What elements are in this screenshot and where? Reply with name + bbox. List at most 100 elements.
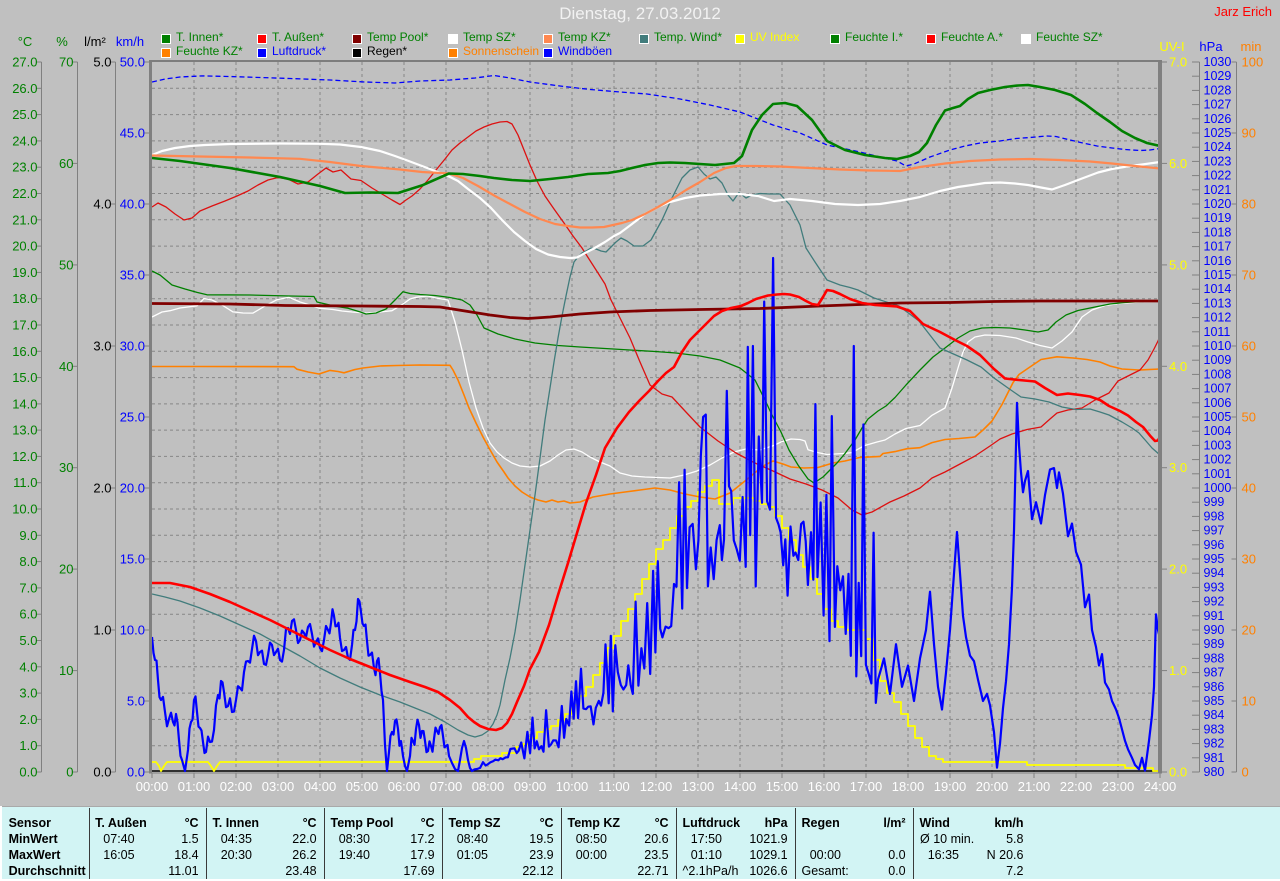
svg-text:1023: 1023 [1204, 154, 1232, 168]
svg-text:1030: 1030 [1204, 55, 1232, 69]
svg-text:1001: 1001 [1204, 467, 1232, 481]
svg-text:19:00: 19:00 [934, 779, 967, 794]
svg-text:1003: 1003 [1204, 438, 1232, 452]
svg-text:5.0: 5.0 [19, 633, 37, 648]
svg-text:15.0: 15.0 [120, 552, 145, 567]
svg-text:4.0: 4.0 [1169, 359, 1187, 374]
svg-text:980: 980 [1204, 765, 1225, 779]
svg-text:km/h: km/h [116, 34, 144, 49]
svg-text:1.0: 1.0 [19, 738, 37, 753]
svg-text:1026: 1026 [1204, 112, 1232, 126]
svg-text:35.0: 35.0 [120, 268, 145, 283]
svg-text:1004: 1004 [1204, 424, 1232, 438]
svg-text:22.0: 22.0 [12, 186, 37, 201]
svg-text:1013: 1013 [1204, 296, 1232, 310]
svg-text:12.0: 12.0 [12, 449, 37, 464]
svg-text:min: min [1241, 39, 1262, 54]
svg-text:50: 50 [59, 257, 73, 272]
svg-text:1025: 1025 [1204, 126, 1232, 140]
svg-text:1014: 1014 [1204, 282, 1232, 296]
svg-text:15.0: 15.0 [12, 370, 37, 385]
svg-text:04:00: 04:00 [304, 779, 337, 794]
svg-text:20: 20 [59, 562, 73, 577]
svg-text:03:00: 03:00 [262, 779, 295, 794]
svg-text:13.0: 13.0 [12, 423, 37, 438]
svg-text:10.0: 10.0 [12, 502, 37, 517]
svg-text:988: 988 [1204, 651, 1225, 665]
svg-text:18.0: 18.0 [12, 291, 37, 306]
svg-text:11:00: 11:00 [598, 779, 630, 794]
svg-text:981: 981 [1204, 751, 1225, 765]
svg-text:1000: 1000 [1204, 481, 1232, 495]
svg-text:1018: 1018 [1204, 225, 1232, 239]
svg-text:983: 983 [1204, 722, 1225, 736]
svg-text:l/m²: l/m² [84, 34, 106, 49]
svg-text:UV-I: UV-I [1159, 39, 1184, 54]
svg-text:996: 996 [1204, 538, 1225, 552]
svg-text:30.0: 30.0 [120, 339, 145, 354]
svg-text:40.0: 40.0 [120, 197, 145, 212]
svg-text:20.0: 20.0 [120, 481, 145, 496]
svg-text:991: 991 [1204, 609, 1225, 623]
svg-text:9.0: 9.0 [19, 528, 37, 543]
svg-text:26.0: 26.0 [12, 81, 37, 96]
svg-text:100: 100 [1242, 55, 1264, 70]
svg-text:16.0: 16.0 [12, 344, 37, 359]
svg-text:18:00: 18:00 [892, 779, 925, 794]
svg-text:20.0: 20.0 [12, 239, 37, 254]
svg-text:8.0: 8.0 [19, 554, 37, 569]
svg-text:06:00: 06:00 [388, 779, 421, 794]
svg-text:985: 985 [1204, 694, 1225, 708]
svg-text:5.0: 5.0 [1169, 257, 1187, 272]
svg-text:0.0: 0.0 [127, 765, 145, 780]
svg-text:5.0: 5.0 [93, 55, 111, 70]
svg-text:60: 60 [59, 156, 73, 171]
svg-text:30: 30 [59, 460, 73, 475]
svg-text:6.0: 6.0 [19, 607, 37, 622]
svg-text:0: 0 [66, 765, 73, 780]
svg-text:00:00: 00:00 [136, 779, 169, 794]
svg-text:50: 50 [1242, 410, 1256, 425]
svg-text:17:00: 17:00 [850, 779, 883, 794]
svg-text:1029: 1029 [1204, 69, 1232, 83]
svg-text:09:00: 09:00 [514, 779, 547, 794]
svg-text:1.0: 1.0 [1169, 663, 1187, 678]
svg-text:995: 995 [1204, 552, 1225, 566]
svg-text:1.0: 1.0 [93, 623, 111, 638]
svg-text:0.0: 0.0 [19, 765, 37, 780]
svg-text:24.0: 24.0 [12, 133, 37, 148]
svg-text:7.0: 7.0 [19, 580, 37, 595]
svg-text:10: 10 [1242, 694, 1256, 709]
svg-text:1008: 1008 [1204, 367, 1232, 381]
svg-text:10: 10 [59, 663, 73, 678]
svg-text:23.0: 23.0 [12, 160, 37, 175]
svg-text:1021: 1021 [1204, 183, 1232, 197]
svg-text:994: 994 [1204, 566, 1225, 580]
svg-text:21:00: 21:00 [1018, 779, 1051, 794]
svg-text:07:00: 07:00 [430, 779, 463, 794]
svg-text:90: 90 [1242, 126, 1256, 141]
svg-text:05:00: 05:00 [346, 779, 379, 794]
svg-text:25.0: 25.0 [12, 107, 37, 122]
svg-text:02:00: 02:00 [220, 779, 253, 794]
svg-text:1009: 1009 [1204, 353, 1232, 367]
svg-text:0.0: 0.0 [93, 765, 111, 780]
svg-text:1016: 1016 [1204, 254, 1232, 268]
svg-text:°C: °C [18, 34, 33, 49]
svg-text:1019: 1019 [1204, 211, 1232, 225]
svg-text:2.0: 2.0 [1169, 562, 1187, 577]
svg-text:20: 20 [1242, 623, 1256, 638]
svg-text:1007: 1007 [1204, 382, 1232, 396]
svg-text:25.0: 25.0 [120, 410, 145, 425]
svg-text:1027: 1027 [1204, 98, 1232, 112]
svg-text:1012: 1012 [1204, 311, 1232, 325]
svg-text:1020: 1020 [1204, 197, 1232, 211]
svg-text:14:00: 14:00 [724, 779, 757, 794]
svg-text:997: 997 [1204, 524, 1225, 538]
svg-text:22:00: 22:00 [1060, 779, 1093, 794]
svg-text:%: % [56, 34, 68, 49]
svg-text:986: 986 [1204, 680, 1225, 694]
svg-text:982: 982 [1204, 737, 1225, 751]
svg-text:08:00: 08:00 [472, 779, 505, 794]
svg-text:15:00: 15:00 [766, 779, 799, 794]
